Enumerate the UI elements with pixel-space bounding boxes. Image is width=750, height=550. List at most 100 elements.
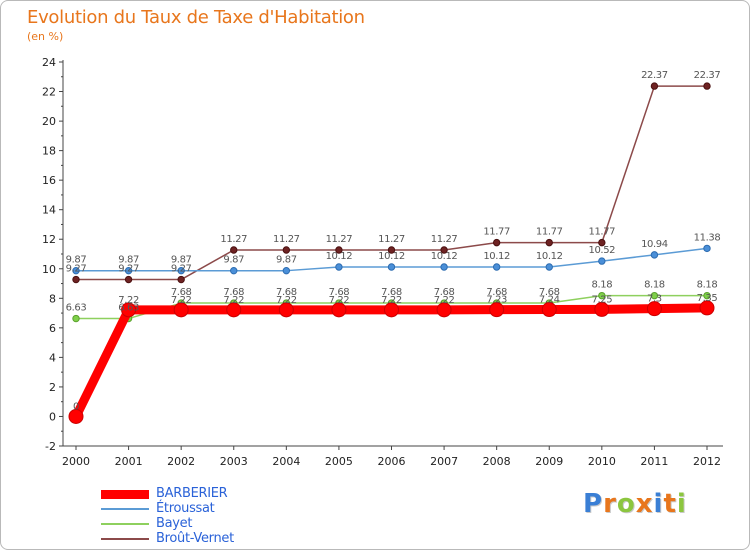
data-label: 8.18	[591, 280, 612, 291]
data-point	[646, 301, 662, 317]
y-tick-label: 8	[49, 292, 56, 305]
data-label: 9.27	[118, 264, 139, 275]
data-point	[278, 302, 294, 318]
data-label: 8.18	[697, 280, 718, 291]
data-point	[72, 275, 80, 284]
data-label: 11.27	[220, 234, 247, 245]
data-label: 22.37	[694, 70, 721, 81]
data-label: 7.68	[171, 287, 192, 298]
data-label: 22.37	[641, 70, 668, 81]
data-label: 9.87	[118, 255, 139, 266]
data-point	[331, 302, 347, 318]
logo-letter: P	[583, 489, 604, 519]
y-tick-label: 18	[42, 145, 56, 158]
data-labels: 9.27 9.27 9.27 11.27 11.27 11.27 11.27 11.27 11.…	[66, 70, 721, 412]
data-point	[541, 302, 557, 318]
legend-label: Étroussat	[156, 501, 215, 516]
data-label: 7.22	[118, 295, 139, 306]
legend-label: Bayet	[156, 516, 193, 531]
data-point	[598, 257, 606, 265]
legend-swatch	[101, 538, 149, 540]
legend-swatch	[101, 489, 149, 499]
data-point	[282, 266, 291, 275]
x-tick-label: 2001	[115, 455, 143, 468]
data-label: 7.68	[486, 287, 507, 298]
y-tick-label: 24	[42, 56, 56, 69]
x-tick-label: 2007	[430, 455, 458, 468]
data-label: 10.12	[378, 251, 405, 262]
data-label: 7.22	[329, 295, 350, 306]
logo-letter: i	[653, 489, 664, 519]
series-0	[68, 300, 715, 424]
data-point	[335, 263, 343, 271]
data-point	[598, 238, 606, 247]
data-label: 10.52	[589, 245, 616, 256]
data-point	[226, 302, 242, 318]
y-tick-label: 6	[49, 322, 56, 335]
data-label: 11.27	[273, 234, 300, 245]
data-point	[121, 302, 137, 318]
data-label: 9.27	[171, 264, 192, 275]
x-tick-label: 2002	[167, 455, 195, 468]
data-label: 11.77	[536, 227, 563, 238]
legend-label: Broût-Vernet	[156, 531, 234, 546]
data-point	[703, 82, 711, 90]
y-tick-label: 20	[42, 115, 56, 128]
y-tick-label: 22	[42, 86, 56, 99]
data-label: 7.24	[539, 295, 560, 306]
data-point	[489, 302, 505, 318]
logo-letter: i	[676, 489, 687, 519]
data-point	[177, 275, 185, 284]
data-point	[436, 302, 452, 318]
data-label: 7.22	[223, 295, 244, 306]
series-3	[72, 82, 711, 284]
data-label: 8.18	[644, 280, 665, 291]
y-tick-label: 12	[42, 233, 56, 246]
logo-letter: t	[663, 489, 677, 519]
y-tick-label: 0	[49, 410, 56, 423]
data-point	[177, 266, 185, 275]
data-label: 11.27	[378, 234, 405, 245]
data-label: 7.68	[434, 287, 455, 298]
data-label: 10.12	[536, 251, 563, 262]
chart-title: Evolution du Taux de Taxe d'Habitation	[27, 7, 365, 28]
data-label: 11.38	[694, 232, 721, 243]
logo-letter: o	[616, 489, 636, 519]
data-label: 7.25	[591, 294, 612, 305]
x-tick-label: 2005	[325, 455, 353, 468]
x-tick-label: 2003	[220, 455, 248, 468]
data-point	[440, 263, 448, 271]
logo-letter: r	[603, 489, 617, 519]
y-tick-label: 4	[49, 351, 56, 364]
x-tick-label: 2004	[272, 455, 300, 468]
y-tick-label: 10	[42, 263, 56, 276]
data-point	[230, 246, 238, 254]
data-point	[387, 246, 396, 254]
data-label: 7.35	[697, 293, 718, 304]
data-point	[492, 238, 501, 247]
data-point	[545, 263, 553, 271]
data-label: 9.27	[66, 264, 87, 275]
data-label: 10.12	[483, 251, 510, 262]
data-point	[703, 291, 711, 300]
data-point	[650, 251, 659, 259]
x-tick-label: 2010	[588, 455, 616, 468]
series-line	[71, 303, 712, 421]
data-label: 10.12	[431, 251, 458, 262]
data-label: 7.68	[329, 287, 350, 298]
legend-label: BARBERIER	[156, 486, 228, 501]
data-label: 11.77	[483, 227, 510, 238]
data-point	[72, 266, 80, 275]
data-label: 9.87	[276, 255, 297, 266]
series-1	[72, 244, 711, 275]
data-point	[230, 266, 238, 275]
data-label: 6.63	[66, 303, 87, 314]
x-tick-label: 2009	[535, 455, 563, 468]
data-label: 10.12	[326, 251, 353, 262]
data-point	[335, 246, 343, 254]
data-label: 9.87	[171, 255, 192, 266]
legend-swatch	[101, 523, 149, 525]
data-point	[703, 244, 711, 253]
data-label: 11.27	[431, 234, 458, 245]
